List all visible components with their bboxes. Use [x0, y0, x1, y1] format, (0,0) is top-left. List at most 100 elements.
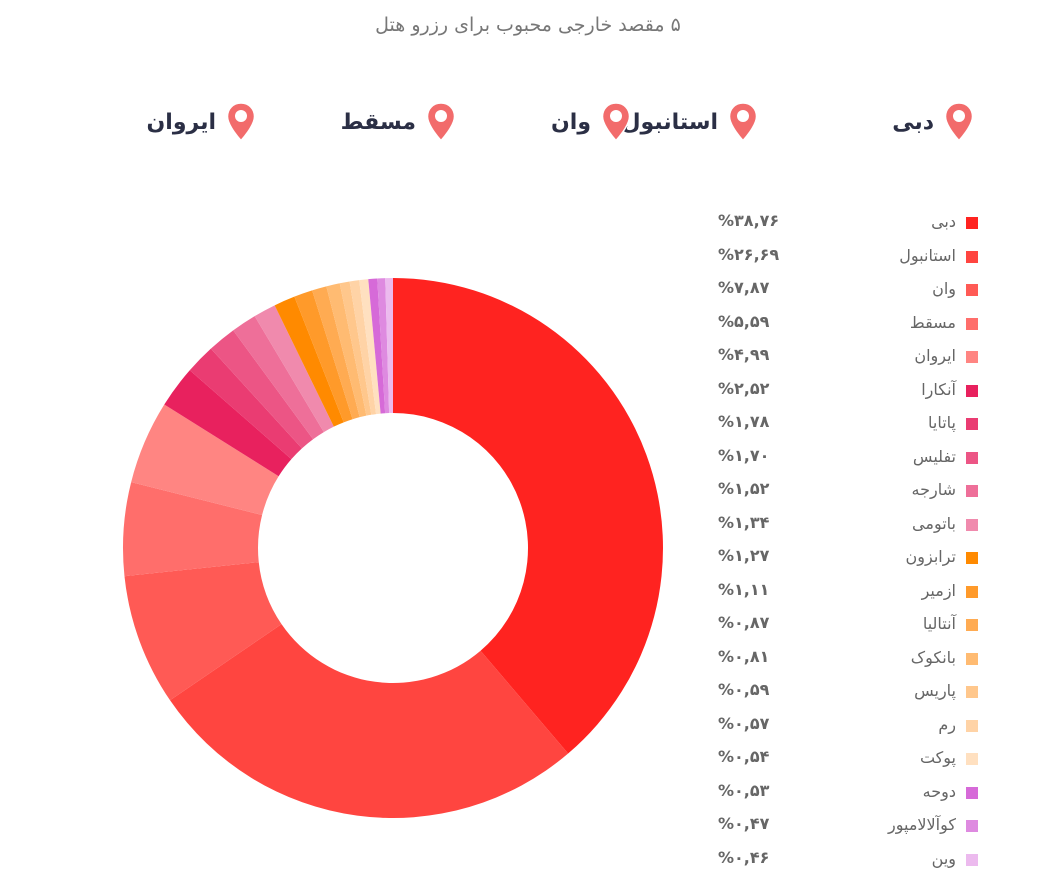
- legend-label: استانبول: [899, 245, 956, 265]
- map-pin-icon: [226, 102, 256, 142]
- legend-swatch: [966, 853, 978, 866]
- pie-slice-20[interactable]: [385, 278, 393, 414]
- legend-swatch: [966, 585, 978, 598]
- legend-swatch: [966, 451, 978, 464]
- pie-slice-17[interactable]: [359, 279, 381, 415]
- legend-value: %۷,۸۷: [718, 278, 770, 297]
- legend-item[interactable]: شارجه %۱,۵۲: [700, 476, 990, 510]
- map-pin-icon: [426, 102, 456, 142]
- legend-item[interactable]: پاتایا %۱,۷۸: [700, 409, 990, 443]
- legend-swatch: [966, 384, 978, 397]
- legend-swatch: [966, 753, 978, 765]
- top-destination-name: استانبول: [621, 109, 718, 135]
- legend-swatch: [966, 820, 978, 832]
- pie-slice-7[interactable]: [189, 348, 302, 460]
- legend-item[interactable]: آنتالیا %۰,۸۷: [700, 610, 990, 644]
- pie-slice-11[interactable]: [274, 296, 344, 427]
- top-destination-name: دبی: [892, 109, 934, 135]
- top-destination-name: ایروان: [146, 109, 216, 135]
- legend-label: پاریس: [914, 681, 956, 700]
- legend-item[interactable]: ایروان %۴,۹۹: [700, 342, 990, 376]
- map-pin-icon: [944, 102, 974, 142]
- legend-value: %۱,۱۱: [718, 579, 770, 599]
- legend-value: %۱,۲۷: [718, 546, 770, 565]
- legend-value: %۰,۸۷: [718, 613, 770, 632]
- pie-slice-6[interactable]: [164, 370, 292, 477]
- legend-value: %۱,۳۴: [718, 512, 770, 532]
- legend-swatch: [966, 719, 978, 732]
- legend-label: پوکت: [919, 748, 956, 767]
- legend-swatch: [966, 686, 978, 698]
- legend-item[interactable]: وان %۷,۸۷: [700, 275, 990, 309]
- chart-title: ۵ مقصد خارجی محبوب برای رزرو هتل: [375, 14, 681, 36]
- pie-slice-14[interactable]: [326, 283, 367, 418]
- legend-item[interactable]: کوآلالامپور %۰,۴۷: [700, 811, 990, 845]
- legend-value: %۲,۵۲: [718, 378, 770, 398]
- legend-label: مسقط: [909, 312, 956, 332]
- legend-value: %۲۶,۶۹: [718, 244, 780, 264]
- legend-label: ایروان: [914, 346, 956, 365]
- top-destination-5: ایروان: [147, 100, 256, 144]
- pie-slice-9[interactable]: [233, 316, 324, 440]
- legend-value: %۰,۸۱: [718, 646, 770, 666]
- legend-swatch: [966, 250, 978, 263]
- legend-label: آنتالیا: [922, 614, 956, 633]
- legend-item[interactable]: دبی %۳۸,۷۶: [700, 208, 990, 242]
- legend-swatch: [966, 317, 978, 330]
- legend-swatch: [966, 652, 978, 665]
- legend-item[interactable]: استانبول %۲۶,۶۹: [700, 242, 990, 276]
- legend-label: دوحه: [922, 781, 956, 801]
- legend-item[interactable]: ازمیر %۱,۱۱: [700, 577, 990, 611]
- pie-slice-1[interactable]: [393, 278, 663, 754]
- legend-swatch: [966, 284, 978, 296]
- legend-item[interactable]: آنکارا %۲,۵۲: [700, 376, 990, 410]
- pie-slice-19[interactable]: [377, 278, 390, 414]
- legend-value: %۳۸,۷۶: [718, 211, 780, 230]
- legend-value: %۱,۵۲: [718, 479, 770, 498]
- legend-item[interactable]: مسقط %۵,۵۹: [700, 309, 990, 343]
- legend-item[interactable]: ترابزون %۱,۲۷: [700, 543, 990, 577]
- legend-item[interactable]: بانکوک %۰,۸۱: [700, 644, 990, 678]
- legend-swatch: [966, 552, 978, 564]
- pie-slice-4[interactable]: [123, 482, 263, 577]
- legend-item[interactable]: تفلیس %۱,۷۰: [700, 443, 990, 477]
- legend-value: %۰,۵۴: [718, 747, 770, 766]
- legend-swatch: [966, 351, 978, 363]
- legend-item[interactable]: دوحه %۰,۵۳: [700, 778, 990, 812]
- top-destination-1: دبی: [892, 100, 974, 144]
- pie-slice-5[interactable]: [131, 404, 279, 516]
- pie-slice-10[interactable]: [254, 305, 334, 433]
- top-destination-name: وان: [551, 109, 591, 135]
- legend-item[interactable]: رم %۰,۵۷: [700, 711, 990, 745]
- legend-label: دبی: [931, 212, 956, 231]
- pie-slice-16[interactable]: [349, 280, 377, 415]
- legend-item[interactable]: وین %۰,۴۶: [700, 845, 990, 879]
- legend-label: پاتایا: [928, 413, 956, 432]
- legend-label: ازمیر: [921, 580, 956, 600]
- pie-slice-15[interactable]: [339, 281, 372, 416]
- pie-slice-2[interactable]: [170, 624, 569, 818]
- legend-item[interactable]: پاریس %۰,۵۹: [700, 677, 990, 711]
- legend-label: رم: [938, 714, 956, 734]
- top-destination-3: وان: [551, 100, 631, 144]
- legend-value: %۰,۴۶: [718, 847, 770, 867]
- legend-swatch: [966, 485, 978, 497]
- legend-label: کوآلالامپور: [888, 815, 956, 834]
- legend-label: بانکوک: [910, 647, 956, 667]
- legend-value: %۵,۵۹: [718, 311, 770, 331]
- pie-slice-13[interactable]: [312, 286, 360, 420]
- pie-slice-8[interactable]: [210, 330, 314, 449]
- legend-value: %۰,۵۷: [718, 713, 770, 733]
- legend-label: باتومی: [912, 513, 956, 533]
- legend-value: %۴,۹۹: [718, 345, 770, 364]
- legend-item[interactable]: پوکت %۰,۵۴: [700, 744, 990, 778]
- pie-slice-18[interactable]: [368, 278, 386, 414]
- top-destination-2: استانبول: [621, 100, 758, 144]
- legend-swatch: [966, 786, 978, 799]
- pie-slice-3[interactable]: [124, 562, 282, 701]
- legend-item[interactable]: باتومی %۱,۳۴: [700, 510, 990, 544]
- legend-label: وان: [932, 279, 956, 298]
- legend-label: تفلیس: [912, 446, 956, 466]
- legend-label: آنکارا: [921, 379, 956, 399]
- pie-slice-12[interactable]: [294, 290, 353, 423]
